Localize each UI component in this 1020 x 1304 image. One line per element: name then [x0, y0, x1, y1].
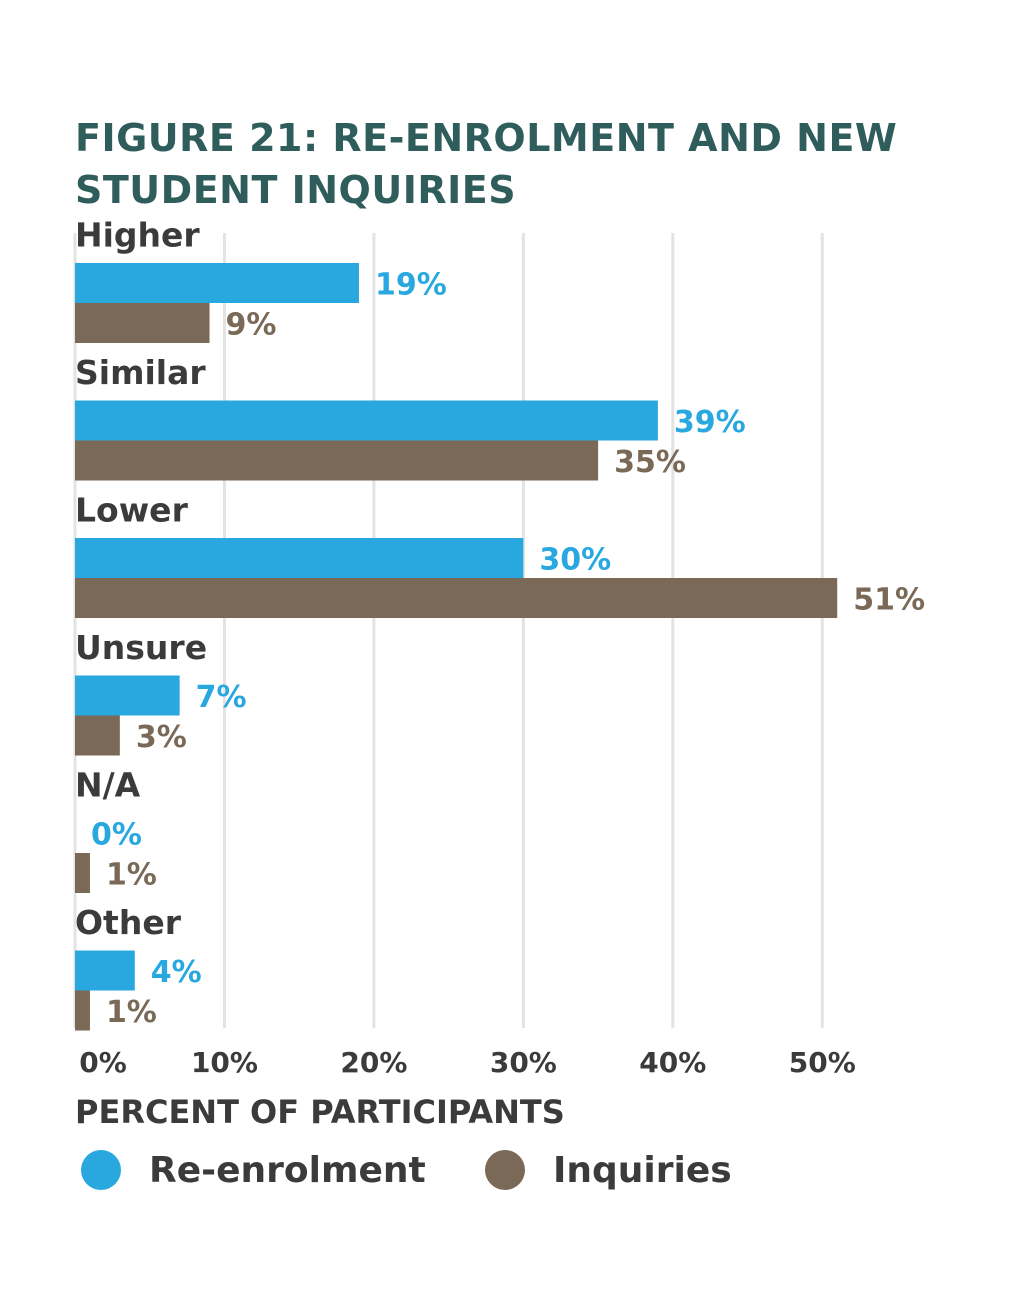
bar	[75, 303, 210, 343]
value-label: 4%	[151, 955, 202, 990]
value-label: 0%	[91, 818, 142, 853]
bar	[75, 400, 658, 441]
value-label: 9%	[226, 308, 277, 343]
category-label: Unsure	[75, 628, 207, 667]
category-label: Other	[75, 903, 182, 942]
legend-label: Inquiries	[553, 1150, 732, 1191]
legend-marker	[485, 1150, 525, 1190]
chart-title: FIGURE 21: RE-ENROLMENT AND NEW STUDENT …	[75, 116, 898, 212]
bar	[75, 440, 599, 481]
x-tick-label: 20%	[340, 1046, 407, 1079]
value-label: 19%	[375, 268, 447, 303]
x-axis-title: PERCENT OF PARTICIPANTS	[75, 1093, 565, 1131]
value-label: 35%	[614, 445, 686, 480]
value-label: 39%	[674, 405, 746, 440]
x-tick-label: 50%	[789, 1046, 856, 1079]
x-tick-label: 30%	[490, 1046, 557, 1079]
bar	[75, 263, 359, 303]
x-tick-label: 0%	[79, 1046, 127, 1079]
bar	[75, 715, 120, 756]
bar	[75, 538, 524, 578]
legend-label: Re-enrolment	[149, 1150, 426, 1191]
value-label: 1%	[106, 858, 157, 893]
x-tick-label: 10%	[191, 1046, 258, 1079]
bar	[75, 990, 90, 1031]
bar	[75, 578, 838, 618]
category-label: Lower	[75, 491, 189, 530]
category-label: N/A	[75, 766, 141, 805]
bar	[75, 853, 90, 893]
value-label: 1%	[106, 995, 157, 1030]
value-label: 30%	[539, 543, 611, 578]
bar	[75, 950, 135, 991]
bar	[75, 675, 180, 716]
x-tick-label: 40%	[639, 1046, 706, 1079]
value-label: 51%	[853, 583, 925, 618]
category-label: Similar	[75, 353, 206, 392]
value-label: 7%	[196, 680, 247, 715]
legend-marker	[81, 1150, 121, 1190]
value-label: 3%	[136, 720, 187, 755]
category-label: Higher	[75, 216, 200, 255]
